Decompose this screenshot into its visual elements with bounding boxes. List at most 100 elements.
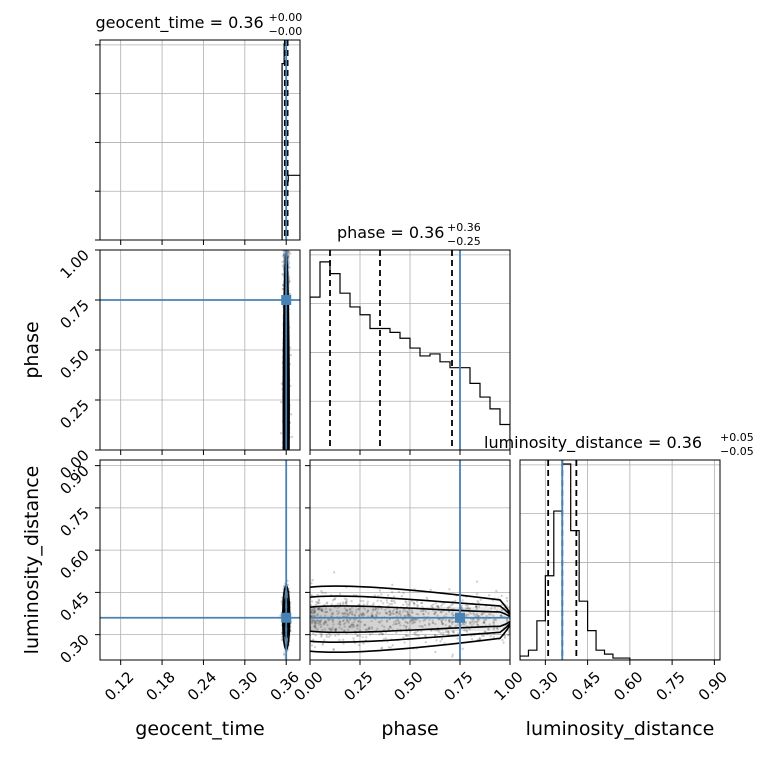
sample-point bbox=[451, 655, 454, 658]
sample-point bbox=[329, 634, 332, 637]
sample-point bbox=[476, 623, 480, 627]
x-tick-label: 0.30 bbox=[526, 668, 562, 704]
sample-point bbox=[448, 625, 451, 628]
density-fill bbox=[390, 607, 400, 632]
sample-point bbox=[345, 598, 348, 601]
sample-point bbox=[377, 620, 380, 624]
sample-point bbox=[313, 607, 316, 611]
sample-point bbox=[311, 612, 315, 615]
sample-point bbox=[413, 620, 417, 624]
sample-point bbox=[358, 603, 361, 606]
sample-point bbox=[352, 637, 355, 640]
x-tick-label: 0.18 bbox=[142, 668, 178, 704]
sample-point bbox=[349, 610, 352, 614]
sample-point bbox=[316, 621, 320, 625]
sample-point bbox=[380, 647, 383, 650]
sample-point bbox=[446, 630, 450, 634]
sample-point bbox=[343, 625, 346, 628]
sample-point bbox=[421, 609, 425, 613]
sample-point bbox=[341, 619, 345, 623]
sample-point bbox=[323, 638, 326, 642]
sample-point bbox=[384, 611, 387, 614]
sample-point bbox=[444, 618, 448, 622]
sample-point bbox=[450, 603, 453, 607]
sample-point bbox=[410, 599, 414, 603]
sample-point bbox=[317, 619, 320, 622]
sample-point bbox=[409, 619, 413, 622]
sample-point bbox=[452, 613, 456, 617]
sample-point bbox=[416, 630, 420, 633]
sample-point bbox=[450, 620, 453, 624]
sample-point bbox=[473, 620, 476, 624]
sample-point bbox=[381, 624, 384, 627]
sample-point bbox=[493, 606, 496, 610]
sample-point bbox=[466, 613, 470, 617]
sample-point bbox=[475, 605, 478, 609]
sample-point bbox=[480, 612, 484, 616]
sample-point bbox=[359, 599, 362, 603]
sample-point bbox=[327, 618, 331, 622]
sample-point bbox=[419, 610, 423, 613]
sample-point bbox=[345, 600, 349, 603]
sample-point bbox=[313, 614, 316, 618]
sample-point bbox=[415, 634, 419, 637]
sample-point bbox=[429, 588, 432, 591]
sample-point bbox=[350, 624, 353, 627]
sample-point bbox=[380, 593, 383, 596]
sample-point bbox=[344, 611, 347, 615]
sample-point bbox=[367, 628, 370, 631]
sample-point bbox=[346, 628, 350, 631]
sample-point bbox=[434, 622, 437, 626]
sample-point bbox=[325, 621, 328, 624]
sample-point bbox=[313, 624, 317, 627]
sample-point bbox=[370, 625, 373, 629]
sample-point bbox=[434, 650, 437, 654]
sample-point bbox=[400, 594, 404, 598]
sample-point bbox=[484, 618, 487, 622]
sample-point bbox=[421, 612, 425, 616]
sample-point bbox=[385, 612, 388, 615]
sample-point bbox=[310, 614, 313, 617]
sample-point bbox=[318, 607, 321, 610]
sample-point bbox=[338, 620, 342, 623]
sample-point bbox=[370, 619, 373, 623]
sample-point bbox=[464, 614, 468, 618]
sample-point bbox=[444, 623, 447, 627]
sample-point bbox=[355, 611, 358, 614]
sample-point bbox=[402, 624, 406, 627]
sample-point bbox=[414, 633, 417, 636]
sample-point bbox=[343, 597, 347, 600]
sample-point bbox=[348, 625, 351, 628]
sample-point bbox=[413, 631, 416, 635]
sample-point bbox=[424, 641, 427, 644]
sample-point bbox=[415, 600, 419, 603]
sample-point bbox=[463, 629, 466, 632]
sample-point bbox=[283, 253, 286, 256]
sample-point bbox=[401, 610, 405, 613]
sample-point bbox=[364, 628, 368, 632]
sample-point bbox=[435, 639, 438, 642]
sample-point bbox=[391, 644, 395, 647]
sample-point bbox=[477, 605, 481, 609]
sample-point bbox=[403, 641, 406, 644]
density-geocent_time-phase: 0.25 0.50 0.75 1.00 bbox=[56, 246, 301, 455]
sample-point bbox=[500, 603, 503, 607]
sample-point bbox=[311, 578, 314, 582]
sample-point bbox=[331, 613, 334, 616]
sample-point bbox=[500, 594, 503, 598]
density-fill bbox=[440, 607, 450, 632]
sample-point bbox=[286, 256, 290, 260]
sample-point bbox=[330, 603, 334, 606]
sample-point bbox=[466, 604, 470, 608]
sample-point bbox=[311, 619, 314, 623]
sample-point bbox=[476, 614, 480, 618]
sample-point bbox=[374, 608, 378, 611]
sample-point bbox=[371, 603, 375, 607]
sample-point bbox=[446, 630, 450, 633]
sample-point bbox=[327, 635, 331, 639]
sample-point bbox=[479, 598, 482, 602]
sample-point bbox=[495, 626, 498, 630]
sample-point bbox=[404, 626, 408, 629]
sample-point bbox=[380, 646, 384, 649]
sample-point bbox=[360, 613, 364, 616]
